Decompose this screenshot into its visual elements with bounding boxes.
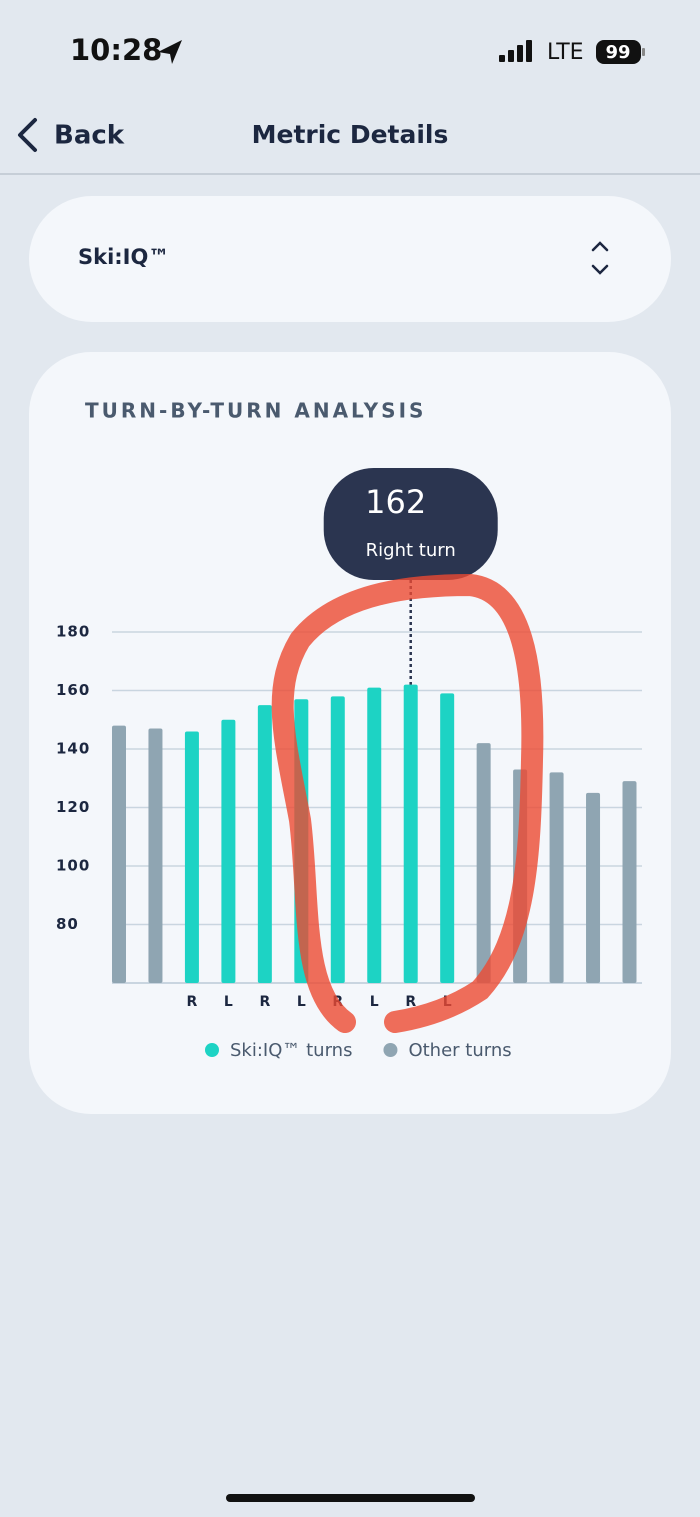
battery-level: 99 (605, 42, 630, 63)
card-title: TURN-BY-TURN ANALYSIS (85, 399, 426, 423)
bar (221, 719, 236, 983)
bar (476, 743, 491, 983)
x-tick-label: L (297, 994, 306, 1010)
bar (403, 684, 418, 983)
selector-chevrons[interactable] (591, 241, 609, 275)
legend-label: Ski:IQ™ turns (230, 1040, 352, 1061)
bar (549, 772, 564, 983)
annotation-scribble (271, 573, 544, 1033)
back-button[interactable]: Back (54, 121, 125, 151)
x-tick-label: R (405, 994, 416, 1010)
y-tick-label: 120 (56, 798, 90, 816)
bar (257, 705, 272, 983)
tooltip-value: 162 (365, 483, 426, 521)
x-tick-label: L (224, 994, 233, 1010)
y-tick-label: 180 (56, 623, 90, 641)
x-tick-label: L (370, 994, 379, 1010)
bar (440, 693, 455, 983)
tooltip-label: Right turn (366, 540, 456, 561)
bar (586, 792, 601, 983)
x-tick-label: R (259, 994, 270, 1010)
bar (148, 728, 163, 983)
back-chevron[interactable] (18, 118, 37, 152)
clock: 10:28 (70, 33, 162, 67)
x-tick-label: R (187, 994, 198, 1010)
nav-title: Metric Details (252, 120, 449, 149)
bar (330, 696, 345, 983)
selector-label[interactable]: Ski:IQ™ (78, 245, 169, 269)
location-icon (158, 40, 182, 64)
bar (367, 687, 382, 983)
legend-label: Other turns (408, 1040, 511, 1061)
battery (596, 40, 641, 64)
signal-icon (499, 40, 532, 62)
bar (184, 731, 199, 983)
legend-marker (383, 1043, 398, 1057)
network-label: LTE (547, 40, 584, 65)
home-indicator (226, 1494, 475, 1502)
battery-tip (642, 48, 645, 56)
tooltip: 162 Right turn (323, 468, 498, 685)
metric-selector[interactable] (29, 196, 671, 322)
y-tick-label: 140 (56, 740, 90, 758)
y-tick-label: 80 (56, 915, 79, 933)
y-tick-label: 100 (56, 857, 90, 875)
y-tick-label: 160 (56, 681, 90, 699)
tooltip-box (323, 468, 498, 580)
bar (622, 781, 637, 983)
bar (112, 725, 126, 983)
legend-marker (205, 1043, 219, 1057)
